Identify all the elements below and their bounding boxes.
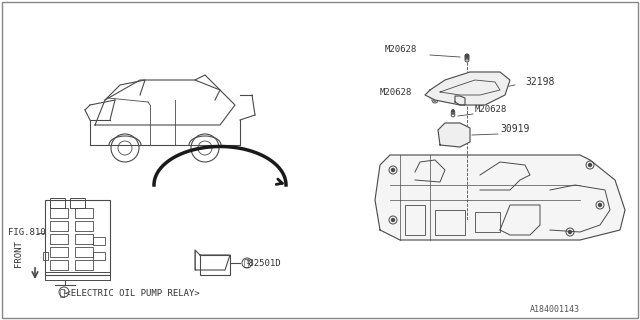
Circle shape <box>434 99 436 101</box>
Bar <box>443 128 463 142</box>
Bar <box>93 252 105 260</box>
Polygon shape <box>438 123 470 147</box>
Text: 32198: 32198 <box>525 77 554 87</box>
Bar <box>45 272 110 280</box>
Bar <box>200 255 230 275</box>
Bar <box>75 260 93 270</box>
Polygon shape <box>425 72 510 105</box>
Bar <box>75 247 93 257</box>
Bar <box>50 198 65 208</box>
Circle shape <box>568 230 572 234</box>
Text: M20628: M20628 <box>385 45 417 54</box>
Text: M20628: M20628 <box>475 105 508 114</box>
Bar <box>43 252 48 260</box>
Bar <box>448 82 463 92</box>
Bar <box>75 221 93 231</box>
Bar <box>93 237 105 245</box>
Bar <box>50 234 68 244</box>
Bar <box>468 78 488 90</box>
Text: 30919: 30919 <box>500 124 529 134</box>
Text: 1: 1 <box>62 290 66 294</box>
Circle shape <box>598 204 602 206</box>
Bar <box>455 135 463 140</box>
Circle shape <box>392 169 394 172</box>
Bar <box>435 210 465 235</box>
Text: FIG.810: FIG.810 <box>8 228 45 237</box>
Circle shape <box>392 219 394 221</box>
Circle shape <box>452 110 454 112</box>
Bar <box>75 208 93 218</box>
Bar <box>405 205 425 235</box>
Polygon shape <box>375 155 625 240</box>
Text: 1: 1 <box>245 260 249 266</box>
Circle shape <box>589 164 591 166</box>
Text: ➊82501D: ➊82501D <box>243 258 280 267</box>
Bar <box>70 198 85 208</box>
Bar <box>445 135 453 140</box>
Bar <box>50 247 68 257</box>
Bar <box>75 234 93 244</box>
Bar <box>45 200 110 275</box>
Text: FRONT: FRONT <box>14 240 23 267</box>
Text: A184001143: A184001143 <box>530 305 580 314</box>
Bar <box>50 221 68 231</box>
Bar <box>50 260 68 270</box>
Circle shape <box>465 54 468 58</box>
Text: ➊<ELECTRIC OIL PUMP RELAY>: ➊<ELECTRIC OIL PUMP RELAY> <box>60 288 200 297</box>
Text: M20628: M20628 <box>380 88 412 97</box>
Bar <box>50 208 68 218</box>
Bar <box>475 212 500 232</box>
